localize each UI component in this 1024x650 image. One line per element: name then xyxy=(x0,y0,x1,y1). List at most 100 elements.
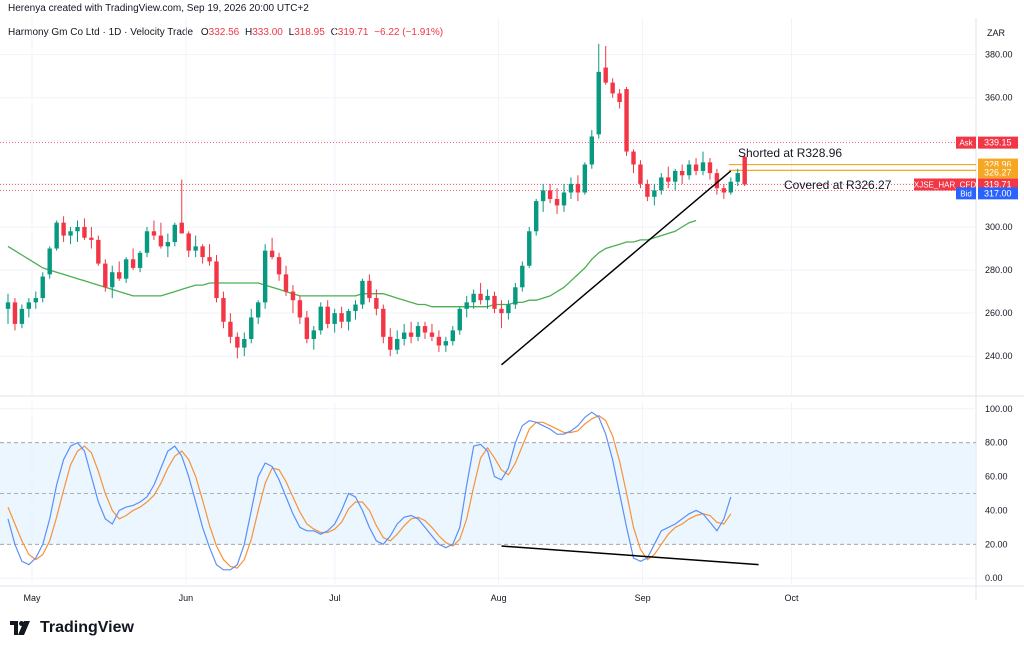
candle-body xyxy=(137,252,143,268)
stochastic-tick-label: 80.00 xyxy=(985,438,1008,448)
price-trendline xyxy=(500,170,732,366)
candle-body xyxy=(117,272,122,279)
candle-body xyxy=(130,259,136,268)
symbol-ohlc-line: Harmony Gm Co Ltd · 1D · Velocity Trade … xyxy=(8,27,443,38)
y-tick-label: 240.00 xyxy=(985,351,1013,361)
candle-body xyxy=(5,302,11,309)
candle-body xyxy=(568,183,574,193)
candle-body xyxy=(631,151,636,165)
candle-body xyxy=(26,302,32,309)
candle-body xyxy=(388,336,393,350)
candle-body xyxy=(304,317,310,339)
candle-body xyxy=(478,293,483,301)
candle-body xyxy=(603,67,608,83)
candle-body xyxy=(165,242,171,247)
candle-body xyxy=(40,276,45,299)
candle-body xyxy=(513,287,518,305)
candle-body xyxy=(68,231,73,236)
candle-body xyxy=(457,308,462,331)
candle-body xyxy=(339,313,344,322)
change-value: −6.22 (−1.91%) xyxy=(374,27,444,38)
candle-body xyxy=(381,308,386,337)
candle-body xyxy=(256,302,261,318)
bid-label-box xyxy=(956,187,976,200)
candle-body xyxy=(436,336,442,346)
candle-body xyxy=(144,231,150,253)
moving-average-line xyxy=(7,219,697,308)
stochastic-trendline xyxy=(501,545,759,566)
candle-body xyxy=(520,265,525,288)
ask-value: 339.15 xyxy=(984,138,1012,148)
candle-body xyxy=(33,298,38,303)
candle-body xyxy=(151,231,157,236)
stochastic-tick-label: 0.00 xyxy=(985,573,1003,583)
candle-body xyxy=(422,326,428,333)
candle-body xyxy=(554,198,560,206)
stochastic-tick-label: 100.00 xyxy=(985,404,1013,414)
low-label: L xyxy=(288,27,295,38)
candle-body xyxy=(228,321,233,337)
low-value: 318.95 xyxy=(294,27,325,38)
candle-body xyxy=(19,308,25,324)
candle-body xyxy=(506,304,511,314)
candle-body xyxy=(262,250,268,303)
candle-body xyxy=(679,170,685,176)
candle-body xyxy=(318,306,323,331)
candle-body xyxy=(596,71,601,135)
symbol-tag: XJSE_HAR_CFD xyxy=(914,181,976,190)
candle-body xyxy=(464,302,469,309)
candle-body xyxy=(721,188,727,193)
candle-body xyxy=(235,336,240,348)
attribution-text: Herenya created with TradingView.com, Se… xyxy=(8,3,309,14)
candle-body xyxy=(547,190,553,199)
candle-body xyxy=(193,246,198,251)
x-tick-label: Aug xyxy=(491,593,507,603)
candle-body xyxy=(179,222,184,234)
symbol-name[interactable]: Harmony Gm Co Ltd · 1D · Velocity Trade xyxy=(8,27,194,38)
candle-body xyxy=(561,192,567,206)
candle-body xyxy=(311,330,316,339)
candle-body xyxy=(693,164,699,171)
candle-body xyxy=(297,300,303,318)
tradingview-logo-text: TradingView xyxy=(40,619,134,636)
bid-value: 317.00 xyxy=(984,188,1012,198)
candle-body xyxy=(624,89,629,152)
candle-body xyxy=(221,298,226,322)
stochastic-k-line xyxy=(7,411,732,571)
candle-body xyxy=(110,272,115,288)
candle-body xyxy=(353,304,358,311)
candle-body xyxy=(645,183,650,197)
candle-body xyxy=(61,222,66,236)
bid-value-box xyxy=(978,187,1018,200)
short-level-value: 328.96 xyxy=(984,160,1012,170)
candle-body xyxy=(415,326,421,337)
candle-body xyxy=(707,162,713,174)
candle-body xyxy=(276,257,282,275)
x-tick-label: May xyxy=(23,593,41,603)
candle-body xyxy=(172,224,177,243)
cover-level-value: 326.27 xyxy=(984,167,1012,177)
y-tick-label: 380.00 xyxy=(985,50,1013,60)
ask-value-box xyxy=(978,136,1018,149)
candle-body xyxy=(290,291,296,301)
stochastic-tick-label: 20.00 xyxy=(985,539,1008,549)
candle-body xyxy=(471,293,476,303)
candle-body xyxy=(374,298,379,309)
currency-label: ZAR xyxy=(987,28,1006,38)
candle-body xyxy=(395,338,400,350)
candle-body xyxy=(123,259,129,279)
candle-body xyxy=(575,183,581,193)
candle-body xyxy=(54,222,59,249)
candle-body xyxy=(249,317,254,339)
x-tick-label: Sep xyxy=(635,593,651,603)
tradingview-logo[interactable]: TradingView xyxy=(10,619,134,637)
candle-body xyxy=(360,280,365,305)
tradingview-logo-icon xyxy=(10,621,30,635)
candle-body xyxy=(207,257,212,262)
candle-body xyxy=(158,235,164,247)
candle-body xyxy=(666,177,671,182)
cover-level-value-box xyxy=(978,166,1018,179)
candle-body xyxy=(735,173,740,182)
y-tick-label: 260.00 xyxy=(985,308,1013,318)
